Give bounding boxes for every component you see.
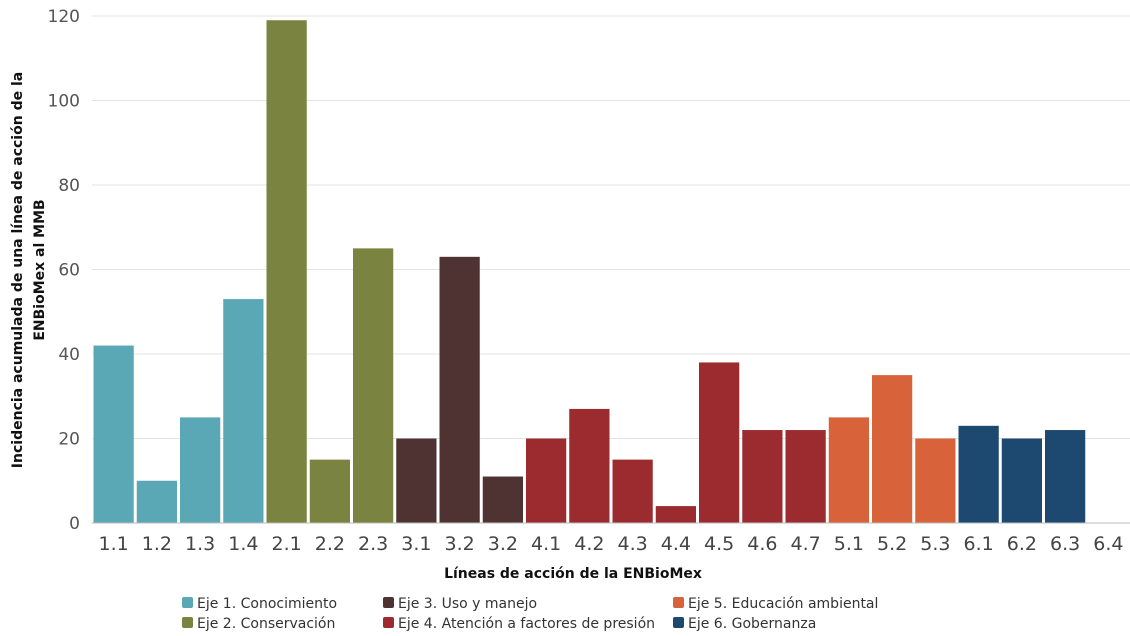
bar <box>569 408 610 523</box>
x-tick-label: 1.1 <box>99 533 129 555</box>
bars <box>93 20 1086 523</box>
bar <box>742 430 783 523</box>
x-tick-label: 3.1 <box>401 533 431 555</box>
y-tick-label: 60 <box>58 261 80 281</box>
x-tick-label: 4.1 <box>531 533 561 555</box>
bar <box>526 438 567 523</box>
y-axis-label-line-1: Incidencia acumulada de una línea de acc… <box>10 72 26 468</box>
x-tick-label: 4.2 <box>574 533 604 555</box>
x-tick-label: 4.4 <box>661 533 691 555</box>
bar <box>612 459 653 523</box>
x-tick-label: 4.7 <box>791 533 821 555</box>
x-tick-label: 6.2 <box>1007 533 1037 555</box>
x-tick-label: 1.3 <box>185 533 215 555</box>
bar <box>785 430 826 523</box>
legend-label: Eje 2. Conservación <box>197 616 335 632</box>
x-tick-label: 4.6 <box>747 533 777 555</box>
x-tick-label: 2.1 <box>272 533 302 555</box>
gridlines <box>92 15 1130 439</box>
legend-item: Eje 3. Uso y manejo <box>383 596 537 612</box>
bar <box>655 506 696 523</box>
y-tick-label: 120 <box>48 7 80 27</box>
y-tick-labels: 0 20 40 60 80 100 120 <box>48 7 80 534</box>
legend-swatch <box>383 617 394 628</box>
bar <box>309 459 350 523</box>
x-tick-label: 1.4 <box>228 533 258 555</box>
x-tick-labels: 1.1 1.2 1.3 1.4 2.1 2.2 2.3 3.1 3.2 3.2 4.1 4.2 4.3 4… <box>99 533 1124 555</box>
y-tick-label: 40 <box>58 345 80 365</box>
legend-label: Eje 4. Atención a factores de presión <box>398 616 655 632</box>
bar <box>396 438 437 523</box>
bar <box>872 375 913 523</box>
x-tick-label: 6.3 <box>1050 533 1080 555</box>
bar <box>958 425 999 523</box>
bar <box>1001 438 1042 523</box>
y-tick-label: 20 <box>58 430 80 450</box>
legend-item: Eje 2. Conservación <box>182 616 335 632</box>
bar <box>93 345 134 523</box>
legend-item: Eje 5. Educación ambiental <box>673 596 878 612</box>
x-tick-label: 2.3 <box>358 533 388 555</box>
x-tick-label: 3.2 <box>488 533 518 555</box>
y-axis-label-line-2: ENBioMex al MMB <box>32 199 48 340</box>
legend: Eje 1. Conocimiento Eje 2. Conservación Ej… <box>182 596 878 632</box>
legend-swatch <box>182 597 193 608</box>
x-tick-label: 4.5 <box>704 533 734 555</box>
bar <box>223 299 264 523</box>
y-axis-label: Incidencia acumulada de una línea de acc… <box>10 72 48 468</box>
bar <box>353 248 394 523</box>
bar <box>915 438 956 523</box>
legend-label: Eje 1. Conocimiento <box>197 596 337 612</box>
x-tick-label: 6.4 <box>1093 533 1123 555</box>
legend-swatch <box>673 617 684 628</box>
bar <box>482 476 523 523</box>
legend-label: Eje 6. Gobernanza <box>688 616 816 632</box>
legend-label: Eje 3. Uso y manejo <box>398 596 537 612</box>
bar <box>439 256 480 523</box>
bar <box>828 417 869 523</box>
y-tick-label: 80 <box>58 176 80 196</box>
y-tick-label: 0 <box>69 514 80 534</box>
bar <box>699 362 740 523</box>
legend-swatch <box>383 597 394 608</box>
x-tick-label: 5.2 <box>877 533 907 555</box>
x-tick-label: 2.2 <box>315 533 345 555</box>
x-tick-label: 5.1 <box>834 533 864 555</box>
bar <box>136 480 177 523</box>
legend-item: Eje 1. Conocimiento <box>182 596 337 612</box>
bar <box>266 20 307 523</box>
x-tick-label: 3.2 <box>445 533 475 555</box>
legend-swatch <box>673 597 684 608</box>
bar <box>180 417 221 523</box>
x-axis-label: Líneas de acción de la ENBioMex <box>444 566 702 582</box>
x-tick-label: 5.3 <box>920 533 950 555</box>
legend-swatch <box>182 617 193 628</box>
bar <box>1045 430 1086 523</box>
legend-item: Eje 6. Gobernanza <box>673 616 816 632</box>
legend-item: Eje 4. Atención a factores de presión <box>383 616 655 632</box>
y-tick-label: 100 <box>48 92 80 112</box>
x-tick-label: 1.2 <box>142 533 172 555</box>
legend-label: Eje 5. Educación ambiental <box>688 596 878 612</box>
x-tick-label: 6.1 <box>964 533 994 555</box>
x-tick-label: 4.3 <box>618 533 648 555</box>
